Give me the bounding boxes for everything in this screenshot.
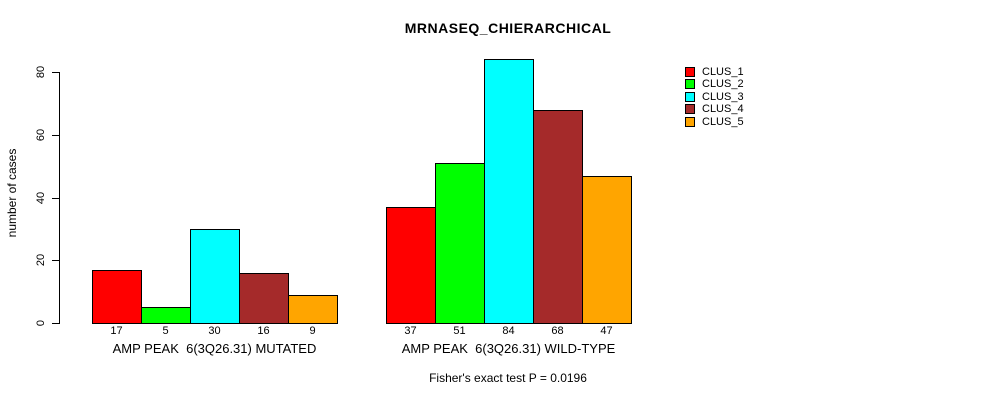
- bar-value-label: 47: [600, 325, 613, 337]
- y-axis-tick: [52, 135, 59, 136]
- y-axis-tick: [52, 198, 59, 199]
- y-axis-tick: [52, 260, 59, 261]
- legend-swatch-icon: [685, 117, 695, 127]
- chart-title: MRNASEQ_CHIERARCHICAL: [404, 20, 612, 36]
- bar-clus_4-group1: [239, 273, 289, 324]
- group-label-1: AMP PEAK 6(3Q26.31) MUTATED: [112, 341, 317, 356]
- legend-label: CLUS_3: [702, 91, 744, 103]
- bar-clus_3-group1: [190, 229, 240, 324]
- bar-clus_4-group2: [533, 110, 583, 324]
- bar-clus_3-group2: [484, 59, 534, 324]
- legend-label: CLUS_5: [702, 116, 744, 128]
- bar-clus_2-group2: [435, 163, 485, 324]
- bar-value-label: 84: [502, 325, 515, 337]
- y-tick-label: 20: [35, 253, 47, 267]
- legend-swatch-icon: [685, 79, 695, 89]
- bar-value-label: 68: [551, 325, 564, 337]
- y-tick-label: 0: [35, 319, 47, 327]
- annotation-text: Fisher's exact test P = 0.0196: [429, 371, 587, 385]
- legend-label: CLUS_1: [702, 66, 744, 78]
- y-tick-label: 80: [35, 65, 47, 79]
- legend-label: CLUS_2: [702, 78, 744, 90]
- bar-value-label: 5: [162, 325, 169, 337]
- y-tick-label: 60: [35, 128, 47, 142]
- bar-value-label: 30: [208, 325, 221, 337]
- legend-item-clus_5: CLUS_5: [685, 116, 744, 128]
- legend-item-clus_3: CLUS_3: [685, 91, 744, 103]
- bar-clus_2-group1: [141, 307, 191, 324]
- y-axis-label: number of cases: [5, 148, 19, 238]
- bar-clus_5-group1: [288, 295, 338, 324]
- bar-value-label: 16: [257, 325, 270, 337]
- bar-value-label: 51: [453, 325, 466, 337]
- legend-item-clus_1: CLUS_1: [685, 66, 744, 78]
- bar-value-label: 17: [110, 325, 123, 337]
- y-tick-label: 40: [35, 191, 47, 205]
- y-axis-tick: [52, 323, 59, 324]
- y-axis-line: [59, 72, 60, 324]
- bar-clus_5-group2: [582, 176, 632, 324]
- bar-value-label: 9: [309, 325, 316, 337]
- legend-item-clus_2: CLUS_2: [685, 78, 744, 90]
- legend-swatch-icon: [685, 92, 695, 102]
- bar-value-label: 37: [404, 325, 417, 337]
- legend-item-clus_4: CLUS_4: [685, 103, 744, 115]
- bar-clus_1-group2: [386, 207, 436, 324]
- legend-swatch-icon: [685, 104, 695, 114]
- bar-clus_1-group1: [92, 270, 142, 324]
- legend-swatch-icon: [685, 67, 695, 77]
- group-label-2: AMP PEAK 6(3Q26.31) WILD-TYPE: [401, 341, 616, 356]
- y-axis-tick: [52, 72, 59, 73]
- legend-label: CLUS_4: [702, 103, 744, 115]
